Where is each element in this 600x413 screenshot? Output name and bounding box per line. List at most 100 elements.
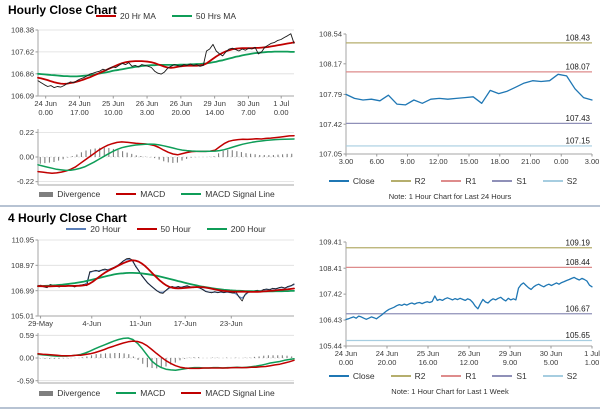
svg-text:25 Jun: 25 Jun — [102, 99, 125, 108]
svg-text:0.00: 0.00 — [19, 153, 34, 162]
legend-line-swatch — [95, 15, 116, 17]
svg-text:108.17: 108.17 — [319, 59, 342, 68]
legend-label: MACD Signal Line — [205, 388, 275, 398]
svg-text:24 Jun: 24 Jun — [34, 99, 57, 108]
svg-text:29 Jun: 29 Jun — [499, 349, 522, 358]
legend-label: MACD Signal Line — [205, 189, 275, 199]
legend-item-50-hour: 50 Hour — [136, 224, 191, 234]
svg-text:12.00: 12.00 — [429, 157, 448, 166]
svg-text:12.00: 12.00 — [460, 358, 479, 367]
svg-text:105.01: 105.01 — [11, 312, 34, 321]
legend-label: Close — [352, 371, 375, 381]
svg-text:17.00: 17.00 — [70, 108, 89, 117]
svg-text:106.67: 106.67 — [566, 304, 591, 313]
legend-label: 20 Hour — [90, 224, 121, 234]
svg-text:107.43: 107.43 — [566, 114, 591, 123]
svg-text:11-Jun: 11-Jun — [129, 319, 151, 328]
svg-text:3.00: 3.00 — [585, 157, 600, 166]
svg-text:9.00: 9.00 — [503, 358, 518, 367]
hourly-pivot-legend: Close R2 R1 S1 S2 — [310, 176, 596, 186]
legend-line-swatch — [441, 180, 462, 182]
legend-label: Close — [352, 176, 375, 186]
legend-line-swatch — [181, 193, 202, 195]
legend-label: 200 Hour — [230, 224, 266, 234]
legend-label: R2 — [414, 371, 426, 381]
legend-label: S1 — [516, 371, 527, 381]
svg-text:26 Jun: 26 Jun — [170, 99, 193, 108]
svg-text:23-Jun: 23-Jun — [220, 319, 243, 328]
hourly-pivot-chart: 108.54 108.17 107.79 107.42 107.05 3.00 6.00 9.… — [300, 24, 600, 175]
svg-text:3.00: 3.00 — [140, 108, 155, 117]
legend-item-s1: S1 — [492, 371, 527, 381]
legend-line-swatch — [136, 228, 157, 230]
svg-text:108.54: 108.54 — [319, 30, 342, 39]
legend-label: Divergence — [57, 189, 101, 199]
legend-line-swatch — [171, 15, 192, 17]
svg-text:105.44: 105.44 — [319, 342, 342, 351]
four-hourly-section-title: 4 Hourly Close Chart — [8, 211, 127, 225]
svg-text:0.59: 0.59 — [19, 331, 34, 340]
svg-text:106.86: 106.86 — [11, 69, 34, 78]
weekly-pivot-chart: 109.41 108.41 107.42 106.43 105.44 24 Jun 0.00… — [300, 232, 600, 373]
legend-item-r1: R1 — [441, 371, 476, 381]
svg-text:14.00: 14.00 — [205, 108, 224, 117]
hourly-macd-legend: Divergence MACD MACD Signal Line — [20, 189, 294, 199]
legend-line-swatch — [181, 392, 202, 394]
legend-item-r1: R1 — [441, 176, 476, 186]
four-hourly-close-chart: 110.95 108.97 106.99 105.01 29-May 4-Jun 11-Ju… — [0, 234, 300, 335]
svg-text:25 Jun: 25 Jun — [417, 349, 440, 358]
svg-text:108.38: 108.38 — [11, 26, 34, 35]
svg-text:107.15: 107.15 — [566, 136, 591, 145]
svg-text:6.00: 6.00 — [369, 157, 384, 166]
legend-item-macd: MACD — [116, 189, 165, 199]
four-hourly-macd-chart: 0.59 0.00 -0.59 — [0, 328, 300, 393]
legend-item-20-hr-ma: 20 Hr MA — [95, 11, 156, 21]
svg-text:20.00: 20.00 — [171, 108, 190, 117]
legend-line-swatch — [492, 180, 513, 182]
svg-text:20.00: 20.00 — [378, 358, 397, 367]
svg-text:-0.22: -0.22 — [17, 177, 34, 186]
svg-text:109.19: 109.19 — [566, 238, 591, 247]
legend-label: 20 Hr MA — [119, 11, 156, 21]
legend-label: R2 — [414, 176, 426, 186]
hourly-macd-chart: 0.22 0.00 -0.22 — [0, 122, 300, 197]
svg-text:107.42: 107.42 — [319, 120, 342, 129]
svg-text:109.41: 109.41 — [319, 238, 342, 247]
legend-item-divergence: Divergence — [39, 189, 100, 199]
legend-item-macd: MACD — [116, 388, 165, 398]
weekly-pivot-legend: Close R2 R1 S1 S2 — [310, 371, 596, 381]
legend-item-200-hour: 200 Hour — [206, 224, 266, 234]
svg-text:1.00: 1.00 — [585, 358, 600, 367]
svg-text:30 Jun: 30 Jun — [237, 99, 260, 108]
svg-text:24 Jun: 24 Jun — [68, 99, 91, 108]
legend-line-swatch — [390, 375, 411, 377]
legend-bar-swatch — [39, 191, 54, 197]
svg-text:18.00: 18.00 — [490, 157, 509, 166]
svg-text:0.00: 0.00 — [339, 358, 354, 367]
four-hourly-macd-svg: 0.59 0.00 -0.59 — [17, 331, 295, 385]
svg-text:0.00: 0.00 — [38, 108, 53, 117]
legend-label: S1 — [516, 176, 527, 186]
svg-text:7.00: 7.00 — [241, 108, 256, 117]
legend-line-swatch — [206, 228, 227, 230]
legend-line-swatch — [328, 180, 349, 182]
legend-item-50-hrs-ma: 50 Hrs MA — [171, 11, 237, 21]
hourly-ma-legend: 20 Hr MA 50 Hrs MA — [38, 11, 294, 21]
svg-text:4-Jun: 4-Jun — [82, 319, 101, 328]
legend-line-swatch — [492, 375, 513, 377]
svg-text:15.00: 15.00 — [460, 157, 479, 166]
section-divider — [0, 205, 600, 207]
svg-text:1 Jul: 1 Jul — [273, 99, 289, 108]
legend-label: 50 Hour — [160, 224, 191, 234]
svg-text:108.97: 108.97 — [11, 261, 34, 270]
legend-label: 50 Hrs MA — [195, 11, 237, 21]
svg-text:26 Jun: 26 Jun — [136, 99, 159, 108]
svg-text:108.07: 108.07 — [566, 62, 591, 71]
svg-text:106.43: 106.43 — [319, 316, 342, 325]
legend-item-r2: R2 — [390, 371, 426, 381]
legend-item-close: Close — [328, 176, 375, 186]
svg-text:107.42: 107.42 — [319, 290, 342, 299]
